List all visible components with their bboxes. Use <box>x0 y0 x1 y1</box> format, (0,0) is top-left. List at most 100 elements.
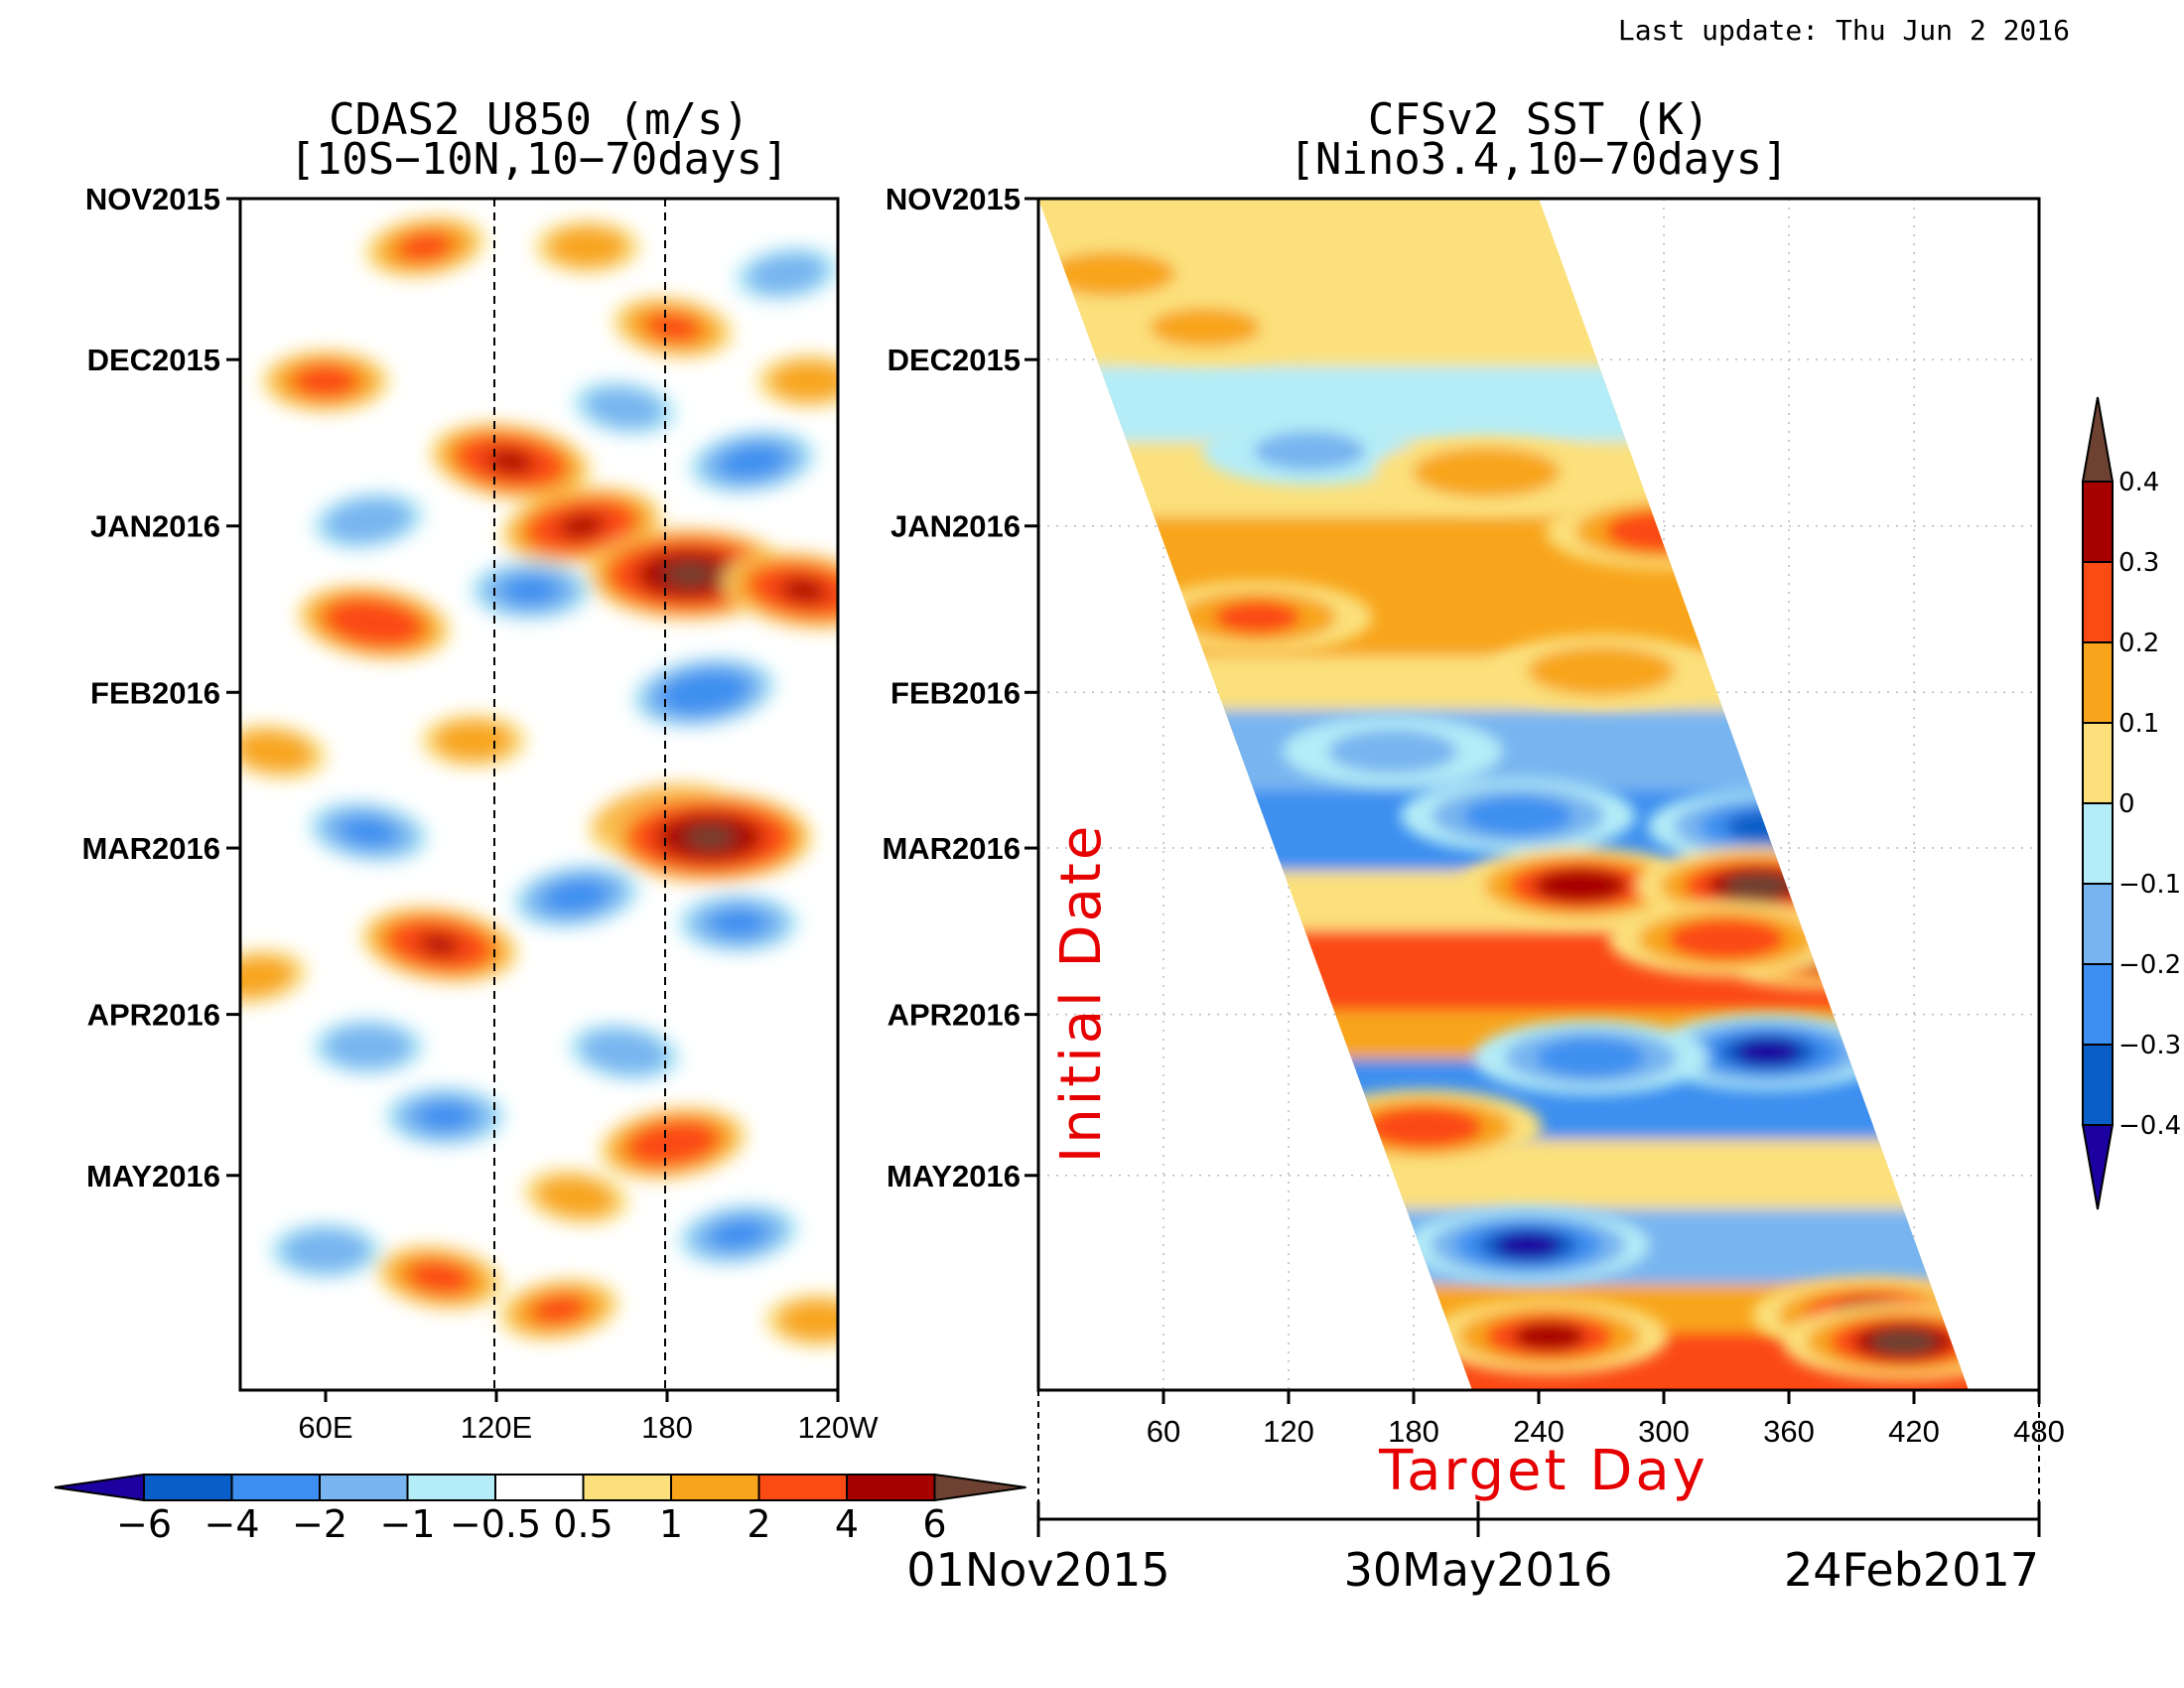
hbar-swatch <box>670 1474 760 1501</box>
hbar-swatch <box>846 1474 936 1501</box>
sst-band <box>1038 366 1969 450</box>
vbar-label: −0.4 <box>2118 1111 2181 1141</box>
u850-contour <box>709 1218 767 1250</box>
hbar-label: −2 <box>292 1502 347 1546</box>
u850-contour <box>624 1119 721 1168</box>
sst-anomaly <box>1373 436 1600 508</box>
hbar-label: 1 <box>659 1502 683 1546</box>
sst-anomaly <box>1400 778 1636 854</box>
sst-anomaly <box>1142 580 1373 654</box>
sst-anomaly <box>1608 902 1844 977</box>
u850-anomaly <box>364 215 486 278</box>
hbar-swatch <box>582 1474 672 1501</box>
vbar-swatch <box>2082 1044 2114 1126</box>
u850-anomaly <box>764 1293 838 1347</box>
hbar-swatch <box>406 1474 496 1501</box>
sst-anomaly <box>1430 1298 1669 1374</box>
u850-contour <box>558 513 606 539</box>
left-y-tick-label: NOV2015 <box>85 182 220 216</box>
u850-anomaly <box>261 350 390 413</box>
y-axis-label: Initial Date <box>1049 823 1114 1164</box>
u850-contour <box>405 1259 474 1296</box>
u850-contour <box>684 824 736 850</box>
sst-anomaly <box>1647 1013 1889 1091</box>
sst-contour <box>1495 1231 1562 1259</box>
u850-anomaly <box>568 1023 681 1081</box>
u850-contour <box>322 597 426 648</box>
hbar-label: 4 <box>835 1502 859 1546</box>
u850-anomaly <box>470 560 592 621</box>
u850-contour <box>396 231 455 263</box>
sst-contour <box>1528 645 1675 696</box>
u850-contour <box>768 360 838 402</box>
left-chart-title: CDAS2 U850 (m/s) <box>329 94 750 145</box>
sst-contour <box>1870 1329 1937 1355</box>
sst-anomaly <box>1098 293 1312 362</box>
u850-contour <box>418 933 461 956</box>
sst-anomaly <box>1546 493 1782 569</box>
right-y-tick-label: DEC2015 <box>887 343 1021 377</box>
sst-contour <box>1365 1106 1483 1148</box>
u850-anomaly <box>421 714 527 768</box>
u850-contour <box>542 879 611 914</box>
u850-contour <box>664 561 716 587</box>
u850-anomaly <box>572 380 677 436</box>
sst-anomaly <box>1202 416 1417 486</box>
u850-anomaly <box>430 422 592 501</box>
u850-contour <box>709 908 767 938</box>
vbar-swatch <box>2082 722 2114 804</box>
right-x-tick-label: 360 <box>1763 1414 1815 1449</box>
u850-contour <box>501 575 560 606</box>
hbar-label: 6 <box>922 1502 946 1546</box>
sst-contour <box>1534 868 1627 904</box>
vbar-swatch <box>2082 481 2114 563</box>
hbar-low-triangle <box>54 1473 145 1502</box>
right-y-tick-label: MAY2016 <box>887 1159 1021 1194</box>
sst-anomaly <box>1407 1206 1650 1284</box>
u850-contour <box>486 449 535 475</box>
u850-contour <box>584 386 665 430</box>
u850-anomaly <box>612 296 734 358</box>
u850-contour <box>777 1299 838 1341</box>
sst-contour <box>1734 1039 1802 1065</box>
u850-contour <box>280 1227 371 1274</box>
u850-anomaly <box>312 1018 425 1075</box>
sst-contour <box>1254 431 1365 471</box>
hbar-label: 2 <box>747 1502 770 1546</box>
vbar-swatch <box>2082 561 2114 643</box>
sst-anomaly <box>1782 1303 1969 1381</box>
hbar-swatch <box>143 1474 233 1501</box>
x-axis-label: Target Day <box>1378 1439 1708 1503</box>
right-x-tick-label: 240 <box>1513 1414 1565 1449</box>
sst-contour <box>1700 802 1837 850</box>
sst-anomaly <box>1283 716 1503 787</box>
right-x-tick-label: 60 <box>1147 1414 1180 1449</box>
left-heatmap <box>240 199 838 1390</box>
sst-contour <box>1413 447 1561 497</box>
right-x-tick-label: 120 <box>1263 1414 1314 1449</box>
left-colorbar: −6 −4 −2 −1 −0.5 0.5 1 2 4 6 <box>54 1473 1026 1546</box>
right-chart-title: CFSv2 SST (K) <box>1368 94 1709 145</box>
u850-contour <box>416 1101 475 1132</box>
vbar-label: 0.1 <box>2118 709 2159 739</box>
u850-anomaly <box>689 429 816 494</box>
left-y-tick-label: APR2016 <box>87 998 220 1033</box>
left-y-tick-label: MAY2016 <box>86 1159 220 1194</box>
vbar-label: 0.2 <box>2118 629 2159 658</box>
sst-contour <box>1046 251 1176 297</box>
hbar-swatch <box>494 1474 585 1501</box>
sst-contour <box>1725 810 1811 843</box>
left-chart-subtitle: [10S−10N,10−70days] <box>289 134 788 185</box>
u850-anomaly <box>756 354 838 408</box>
vbar-label: 0 <box>2118 789 2135 819</box>
u850-anomaly <box>734 246 838 302</box>
u850-contour <box>658 669 750 716</box>
u850-contour <box>433 720 514 762</box>
sst-contour <box>1724 872 1791 900</box>
u850-anomaly <box>375 1245 503 1310</box>
hbar-swatch <box>230 1474 321 1501</box>
u850-anomaly <box>632 656 776 728</box>
hbar-label: −6 <box>116 1502 172 1546</box>
sst-contour <box>1328 729 1457 774</box>
